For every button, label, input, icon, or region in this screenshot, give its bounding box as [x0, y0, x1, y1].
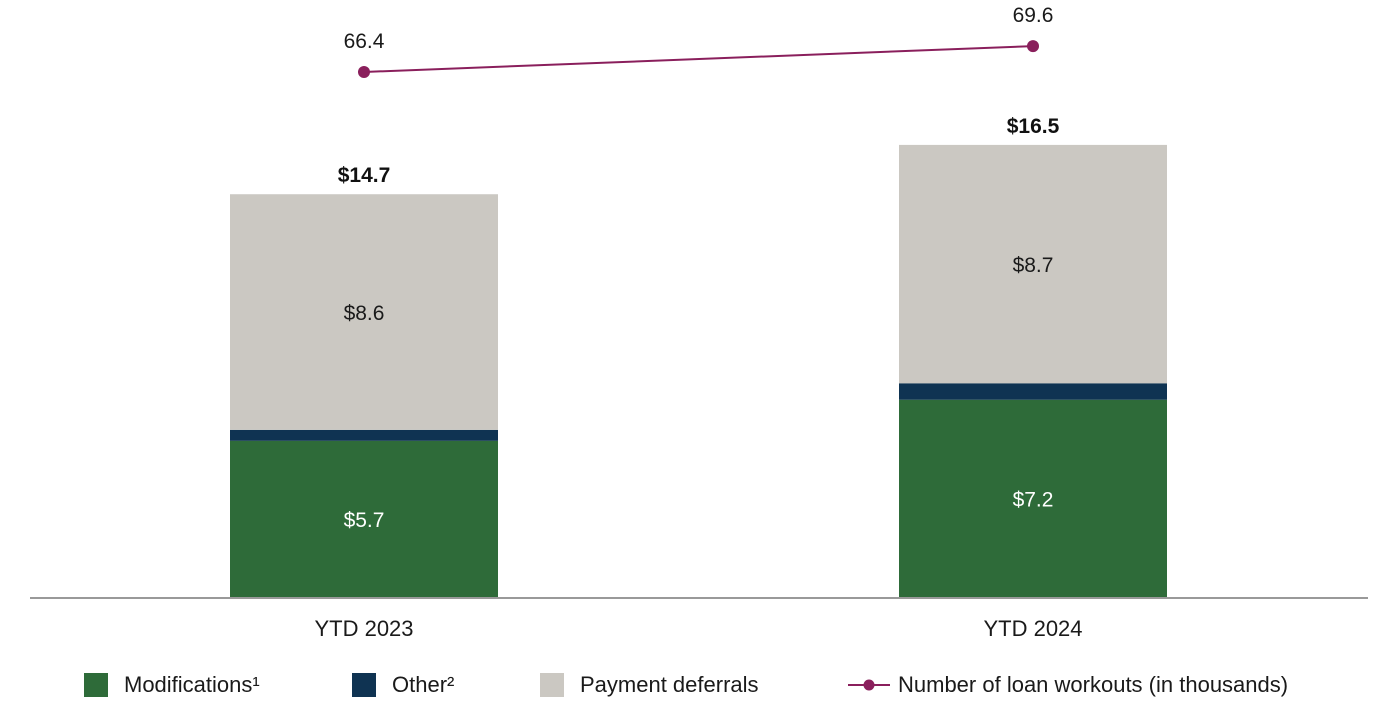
line-label-ytd-2024: 69.6 [1013, 4, 1054, 27]
total-label-ytd-2023: $14.7 [338, 164, 391, 187]
line-point-ytd-2023 [358, 66, 370, 78]
legend-item-modifications: Modifications¹ [84, 668, 260, 702]
legend-swatch-modifications [84, 673, 108, 697]
total-label-ytd-2024: $16.5 [1007, 115, 1060, 138]
legend-item-payment-deferrals: Payment deferrals [540, 668, 759, 702]
legend-swatch-loan-workouts [848, 679, 890, 691]
legend-swatch-payment-deferrals [540, 673, 564, 697]
data-label-payment-deferrals-ytd-2023: $8.6 [344, 302, 385, 325]
data-label-payment-deferrals-ytd-2024: $8.7 [1013, 254, 1054, 277]
legend-item-other: Other² [352, 668, 454, 702]
bar-payment-deferrals-ytd-2023 [230, 194, 498, 430]
legend-item-loan-workouts: Number of loan workouts (in thousands) [848, 668, 1288, 702]
legend-label-other: Other² [392, 672, 455, 697]
legend: Modifications¹ Other² Payment deferrals … [0, 668, 1398, 702]
bar-other-ytd-2023 [230, 429, 498, 441]
bar-payment-deferrals-ytd-2024 [899, 144, 1167, 384]
category-label-ytd-2024: YTD 2024 [983, 616, 1082, 641]
legend-swatch-other [352, 673, 376, 697]
bars-layer [230, 144, 1167, 597]
bar-modifications-ytd-2024 [899, 399, 1167, 597]
chart: $5.7 $8.6 $14.7 YTD 2023 $7.2 $8.7 $16.5 YTD 20… [30, 4, 1368, 641]
category-label-ytd-2023: YTD 2023 [314, 616, 413, 641]
data-label-modifications-ytd-2023: $5.7 [344, 509, 385, 532]
line-loan-workouts [363, 45, 1034, 73]
data-label-modifications-ytd-2024: $7.2 [1013, 488, 1054, 511]
line-point-ytd-2024 [1027, 40, 1039, 53]
legend-label-modifications: Modifications¹ [124, 672, 260, 697]
labels-layer: $5.7 $8.6 $14.7 YTD 2023 $7.2 $8.7 $16.5 YTD 20… [314, 115, 1082, 641]
line-layer: 66.4 69.6 [344, 4, 1054, 78]
legend-label-payment-deferrals: Payment deferrals [580, 672, 759, 697]
legend-label-loan-workouts: Number of loan workouts (in thousands) [898, 672, 1289, 697]
bar-modifications-ytd-2023 [230, 440, 498, 597]
line-label-ytd-2023: 66.4 [344, 30, 385, 53]
bar-other-ytd-2024 [899, 383, 1167, 400]
